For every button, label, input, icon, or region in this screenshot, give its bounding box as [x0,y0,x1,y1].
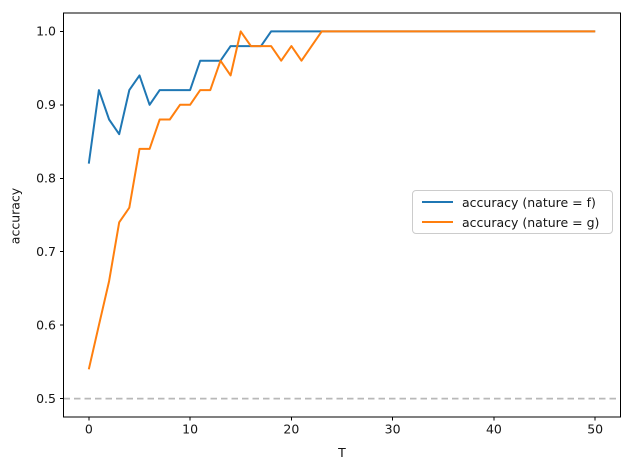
legend: accuracy (nature = f) accuracy (nature =… [412,190,613,234]
x-tick-label: 50 [587,422,603,437]
legend-line-swatch-f [422,200,453,204]
legend-item: accuracy (nature = g) [422,215,603,230]
legend-label-f: accuracy (nature = f) [462,194,596,210]
legend-label-g: accuracy (nature = g) [462,214,600,230]
series-line-f [87,30,596,164]
x-tick-label: 0 [85,422,93,437]
y-tick-label: 0.7 [36,244,56,259]
legend-item: accuracy (nature = f) [422,195,603,210]
axes-border [63,12,621,418]
y-tick-label: 1.0 [36,24,56,39]
y-tick-label: 0.8 [36,171,56,186]
y-tick-label: 0.6 [36,317,56,332]
legend-line-swatch-g [422,220,453,224]
x-tick-label: 30 [385,422,401,437]
y-tick-label: 0.9 [36,97,56,112]
x-tick-label: 20 [283,422,299,437]
x-tick-label: 40 [486,422,502,437]
y-tick-label: 0.5 [36,391,56,406]
x-tick-label: 10 [182,422,198,437]
y-axis-label: accuracy [7,187,23,245]
x-axis-label: T [338,445,346,460]
series-line-g [87,30,596,370]
